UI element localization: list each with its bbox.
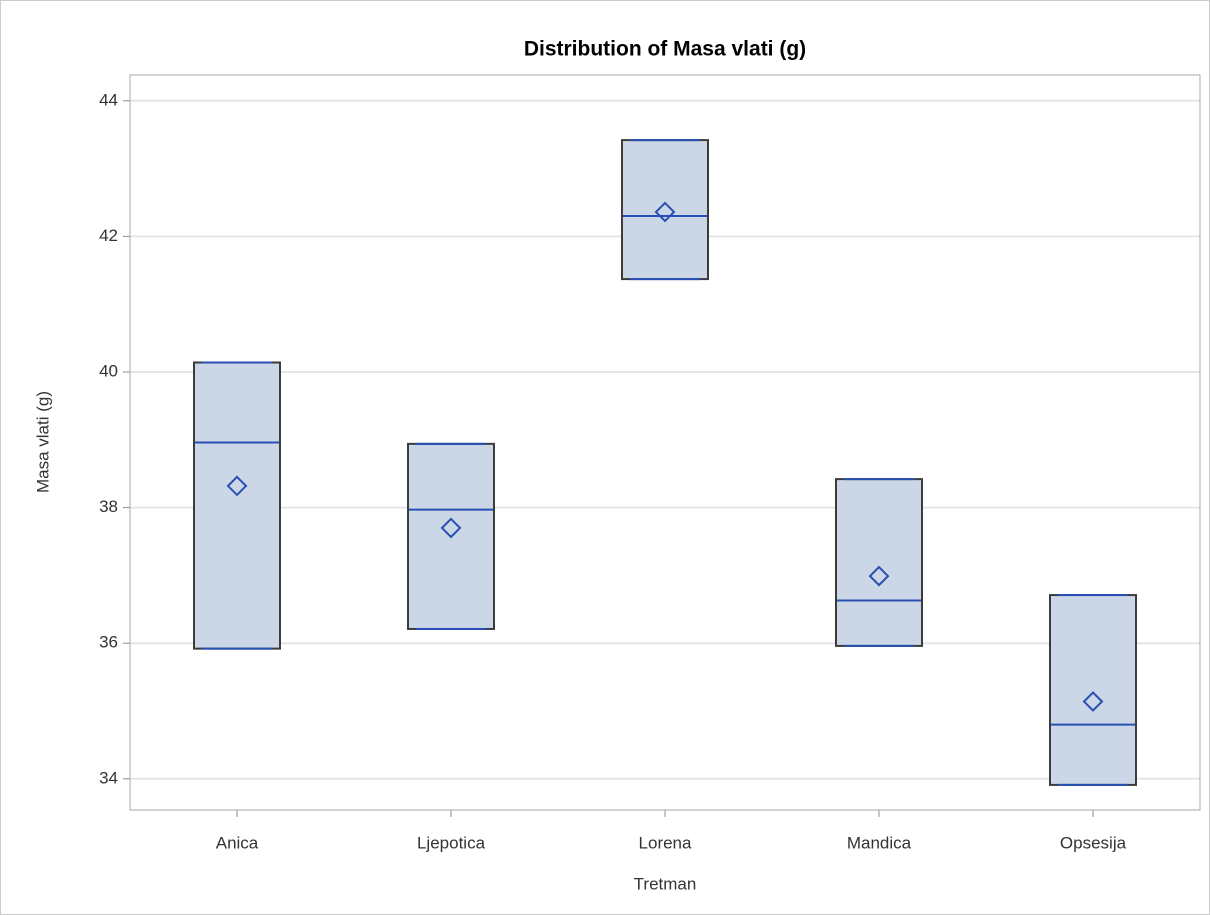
x-tick-label: Mandica (847, 833, 912, 852)
box (1049, 594, 1137, 786)
plot-area: 34 36 38 40 42 44 Anica Ljepotica Lorena Mandica O… (99, 90, 1200, 852)
mean-marker (440, 517, 462, 539)
x-tick-label: Ljepotica (417, 833, 486, 852)
mean-marker (1082, 691, 1104, 712)
x-axis-label: Tretman (634, 874, 697, 893)
box (621, 139, 709, 281)
y-tick-label: 42 (99, 226, 118, 245)
y-tick-label: 36 (99, 633, 118, 652)
x-tick-label: Anica (216, 833, 259, 852)
mean-marker (654, 201, 676, 223)
y-tick-label: 40 (99, 361, 118, 380)
plot-border (129, 74, 1201, 811)
y-tick-label: 34 (99, 768, 118, 787)
mean-marker (868, 565, 890, 587)
chart-title: Distribution of Masa vlati (g) (524, 38, 806, 61)
box (835, 478, 923, 647)
y-tick-label: 38 (99, 497, 118, 516)
y-axis-label: Masa vlati (g) (33, 391, 52, 493)
box (193, 361, 281, 650)
x-tick-label: Lorena (639, 833, 692, 852)
x-tick-label: Opsesija (1060, 833, 1127, 852)
mean-marker (226, 475, 248, 497)
y-tick-label: 44 (99, 90, 118, 109)
